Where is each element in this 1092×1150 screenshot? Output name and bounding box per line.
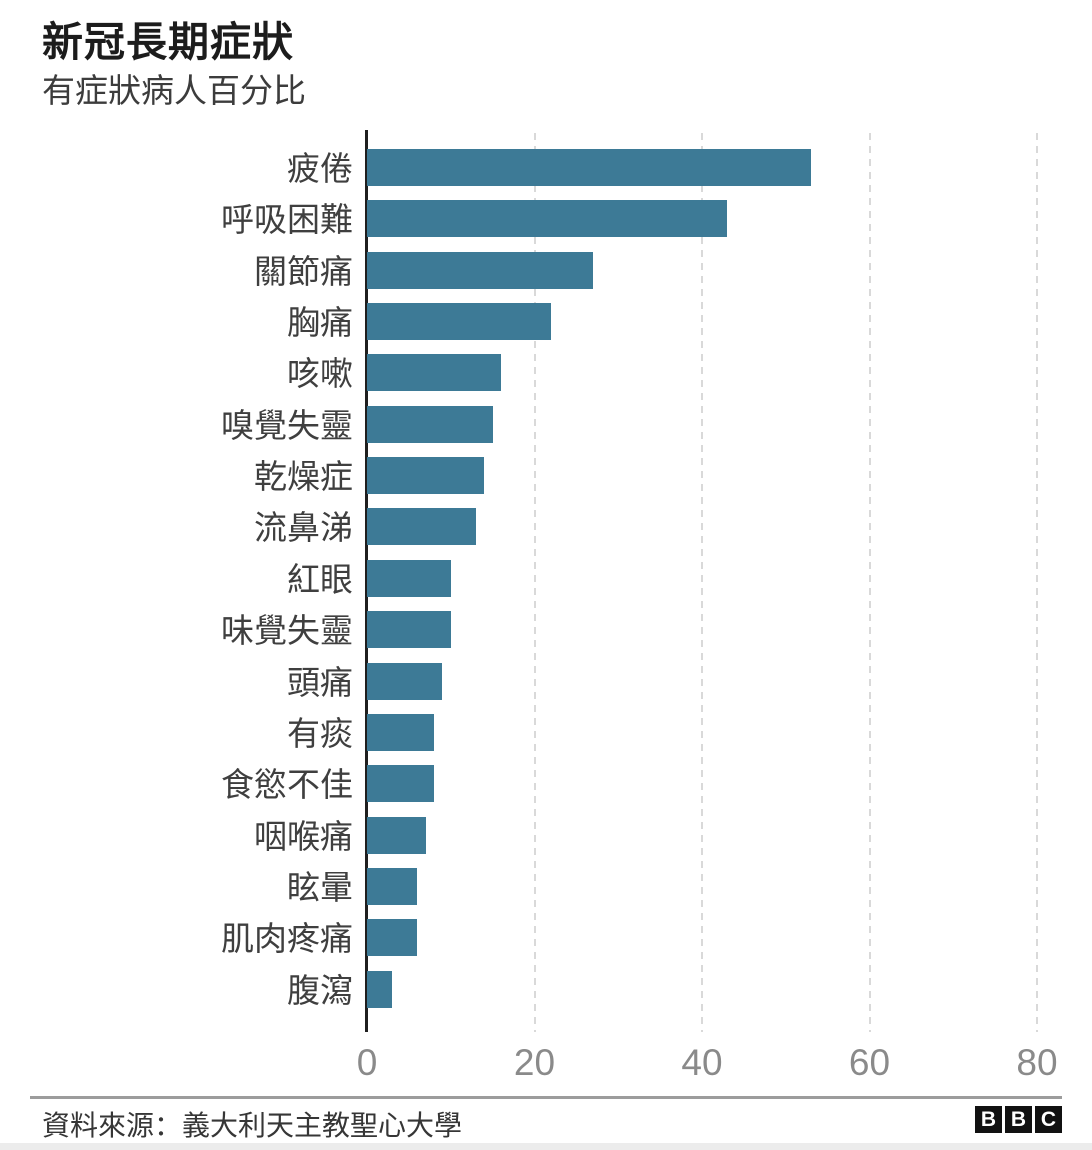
bar-label: 關節痛: [254, 252, 353, 290]
bar-row: 呼吸困難: [221, 200, 1037, 238]
x-tick-label: 20: [513, 1042, 556, 1083]
gridline: [701, 133, 703, 1032]
bar-label: 嗅覺失靈: [221, 406, 353, 444]
bar: [367, 611, 451, 649]
x-tick-label: 0: [356, 1042, 378, 1083]
bar-label: 流鼻涕: [254, 509, 353, 547]
bbc-logo-block: C: [1035, 1106, 1062, 1133]
bar: [367, 713, 434, 751]
bar: [367, 405, 493, 443]
x-tick-label: 40: [681, 1042, 723, 1083]
bar-label: 疲倦: [287, 150, 353, 187]
bar-row: 有痰: [287, 713, 1037, 752]
bar-label: 味覺失靈: [221, 612, 353, 650]
bar: [367, 508, 476, 546]
bar-label: 食慾不佳: [221, 766, 353, 804]
bar-row: 肌肉疼痛: [221, 919, 1037, 957]
y-axis-line: [365, 130, 368, 1032]
bar-label: 有痰: [287, 714, 353, 752]
bar: [367, 970, 393, 1008]
gridline: [533, 133, 536, 1032]
bar-row: 味覺失靈: [221, 611, 1037, 649]
bar: [367, 867, 418, 905]
bar-label: 乾燥症: [254, 458, 353, 496]
bar: [367, 354, 501, 392]
footer-divider: [30, 1096, 1062, 1099]
bar-row: 胸痛: [287, 303, 1037, 341]
bar-label: 紅眼: [287, 560, 353, 598]
bar-label: 腹瀉: [287, 971, 353, 1009]
chart-subtitle: 有症狀病人百分比: [42, 72, 306, 109]
bar-row: 乾燥症: [254, 457, 1037, 495]
bar-row: 嗅覺失靈: [221, 405, 1037, 444]
gridline: [868, 133, 871, 1032]
bar: [367, 200, 728, 238]
bar-row: 頭痛: [287, 662, 1037, 701]
bar-label: 呼吸困難: [221, 201, 353, 239]
source-text: 資料來源：義大利天主教聖心大學: [42, 1110, 463, 1141]
bar-row: 眩暈: [287, 867, 1037, 906]
bottom-strip: [0, 1143, 1092, 1150]
bar: [367, 559, 451, 597]
bbc-logo-block: B: [1005, 1106, 1032, 1133]
x-tick-label: 60: [848, 1042, 891, 1083]
chart-title: 新冠長期症狀: [42, 19, 294, 65]
bar: [367, 765, 434, 803]
bar-row: 流鼻涕: [254, 508, 1037, 546]
bar: [367, 816, 426, 854]
bar-label: 頭痛: [287, 663, 353, 701]
plot-area: 疲倦呼吸困難關節痛胸痛咳嗽嗅覺失靈乾燥症流鼻涕紅眼味覺失靈頭痛有痰食慾不佳咽喉痛…: [221, 130, 1038, 1032]
bar-row: 咽喉痛: [254, 816, 1037, 855]
bar-label: 咳嗽: [287, 355, 353, 393]
bar: [367, 919, 418, 957]
bar-label: 胸痛: [287, 304, 353, 342]
bar-row: 腹瀉: [287, 970, 1037, 1009]
bar-row: 紅眼: [287, 559, 1037, 598]
bar-label: 肌肉疼痛: [221, 920, 353, 958]
x-tick-label: 80: [1016, 1042, 1058, 1083]
gridline: [1036, 133, 1038, 1032]
bar: [367, 662, 443, 700]
bar: [367, 457, 485, 495]
bar: [367, 251, 594, 289]
bar-row: 咳嗽: [287, 354, 1037, 392]
bar-label: 眩暈: [287, 868, 353, 906]
bar-row: 食慾不佳: [221, 765, 1037, 803]
bar-label: 咽喉痛: [254, 817, 353, 855]
bbc-logo-block: B: [975, 1106, 1002, 1133]
bar-row: 關節痛: [254, 251, 1037, 290]
bar: [367, 303, 552, 341]
bar: [367, 149, 811, 186]
bar-row: 疲倦: [287, 149, 1037, 187]
